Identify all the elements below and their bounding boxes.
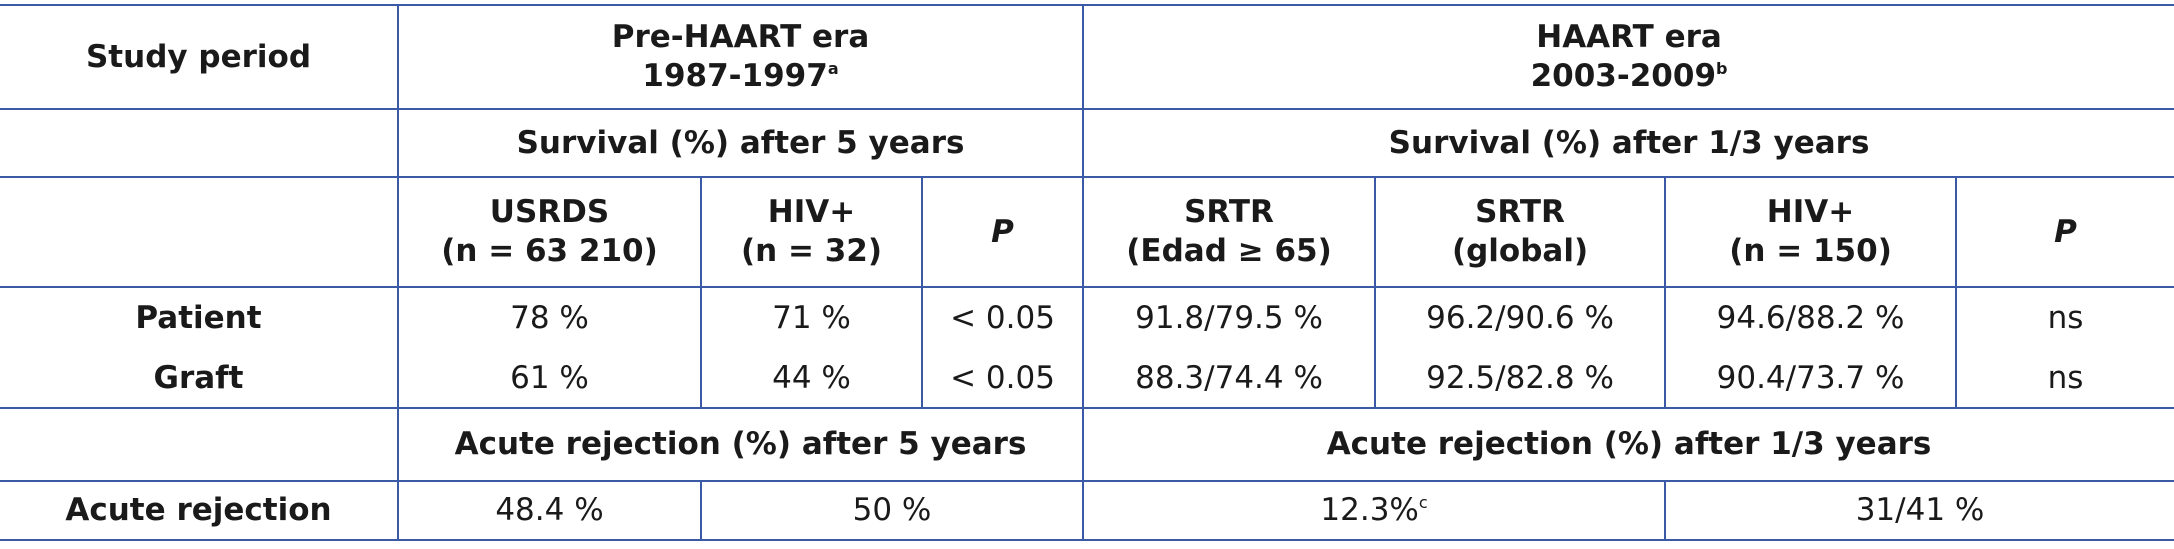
subheader: Survival (%) after 1/3 years bbox=[1082, 109, 2174, 177]
era-header: HAART era 2003-2009b bbox=[1082, 5, 2174, 109]
era-row: Study period Pre-HAART era 1987-1997a HA… bbox=[0, 5, 2174, 109]
group-name: SRTR bbox=[1184, 194, 1274, 231]
era-name: Pre-HAART era bbox=[611, 19, 870, 56]
footnote-mark: a bbox=[827, 59, 839, 78]
group-name: HIV+ bbox=[767, 194, 856, 231]
cell: 92.5/82.8 % bbox=[1374, 349, 1666, 408]
cell: 12.3%c bbox=[1082, 481, 1666, 540]
cell: ns bbox=[1955, 287, 2174, 349]
subheader: Acute rejection (%) after 1/3 years bbox=[1082, 408, 2174, 481]
group-detail: (n = 150) bbox=[1729, 233, 1892, 269]
cell: 31/41 % bbox=[1664, 481, 2174, 540]
data-table: Study period Pre-HAART era 1987-1997a HA… bbox=[0, 4, 2174, 541]
group-row: USRDS (n = 63 210) HIV+ (n = 32) P SRTR (Ed… bbox=[0, 177, 2174, 287]
data-row: Patient 78 % 71 % < 0.05 91.8/79.5 % 96.… bbox=[0, 287, 2174, 349]
group-header: P bbox=[920, 177, 1084, 287]
cell: 90.4/73.7 % bbox=[1664, 349, 1957, 408]
empty-cell bbox=[0, 408, 398, 481]
cell: 61 % bbox=[397, 349, 701, 408]
cell: 44 % bbox=[700, 349, 922, 408]
group-header: P bbox=[1955, 177, 2174, 287]
cell: ns bbox=[1955, 349, 2174, 408]
years: 2003-2009 bbox=[1530, 58, 1717, 94]
cell: 48.4 % bbox=[397, 481, 701, 540]
group-header: SRTR (global) bbox=[1374, 177, 1666, 287]
value: 12.3% bbox=[1320, 492, 1419, 529]
group-detail: (global) bbox=[1451, 233, 1589, 269]
era-years: 1987-1997a bbox=[399, 57, 1082, 96]
group-header: USRDS (n = 63 210) bbox=[397, 177, 701, 287]
group-header: HIV+ (n = 32) bbox=[700, 177, 922, 287]
rejection-header-row: Acute rejection (%) after 5 years Acute … bbox=[0, 408, 2174, 481]
subheader: Acute rejection (%) after 5 years bbox=[396, 408, 1084, 481]
cell: < 0.05 bbox=[920, 349, 1084, 408]
empty-cell bbox=[0, 109, 398, 177]
rejection-row: Acute rejection 48.4 % 50 % 12.3%c 31/41… bbox=[0, 481, 2174, 540]
row-label: Graft bbox=[153, 359, 244, 396]
era-header: Pre-HAART era 1987-1997a bbox=[396, 5, 1084, 109]
group-detail: (n = 63 210) bbox=[441, 233, 658, 269]
footnote-mark: c bbox=[1418, 493, 1428, 513]
footnote-mark: b bbox=[1716, 59, 1728, 78]
group-name: HIV+ bbox=[1766, 194, 1855, 231]
cell: 50 % bbox=[699, 481, 1084, 540]
group-name: SRTR bbox=[1475, 194, 1565, 231]
cell: 71 % bbox=[700, 287, 922, 349]
data-row: Graft 61 % 44 % < 0.05 88.3/74.4 % 92.5/… bbox=[0, 349, 2174, 408]
cell: < 0.05 bbox=[920, 287, 1084, 349]
group-name: P bbox=[2054, 213, 2077, 250]
group-detail: (Edad ≥ 65) bbox=[1126, 233, 1332, 269]
cell: 91.8/79.5 % bbox=[1082, 287, 1376, 349]
group-name: USRDS bbox=[489, 194, 610, 231]
survival-header-row: Survival (%) after 5 years Survival (%) … bbox=[0, 109, 2174, 177]
empty-cell bbox=[0, 177, 398, 287]
group-header: SRTR (Edad ≥ 65) bbox=[1082, 177, 1376, 287]
era-years: 2003-2009b bbox=[1084, 57, 2174, 96]
header-cell: Study period bbox=[85, 38, 312, 75]
years: 1987-1997 bbox=[642, 58, 828, 94]
group-header: HIV+ (n = 150) bbox=[1664, 177, 1957, 287]
cell: 96.2/90.6 % bbox=[1374, 287, 1666, 349]
era-name: HAART era bbox=[1536, 19, 1722, 56]
row-label: Acute rejection bbox=[65, 492, 332, 529]
row-label: Patient bbox=[135, 300, 262, 337]
cell: 78 % bbox=[397, 287, 701, 349]
group-detail: (n = 32) bbox=[740, 233, 883, 269]
cell: 88.3/74.4 % bbox=[1082, 349, 1376, 408]
group-name: P bbox=[991, 213, 1014, 250]
cell: 94.6/88.2 % bbox=[1664, 287, 1957, 349]
subheader: Survival (%) after 5 years bbox=[396, 109, 1084, 177]
